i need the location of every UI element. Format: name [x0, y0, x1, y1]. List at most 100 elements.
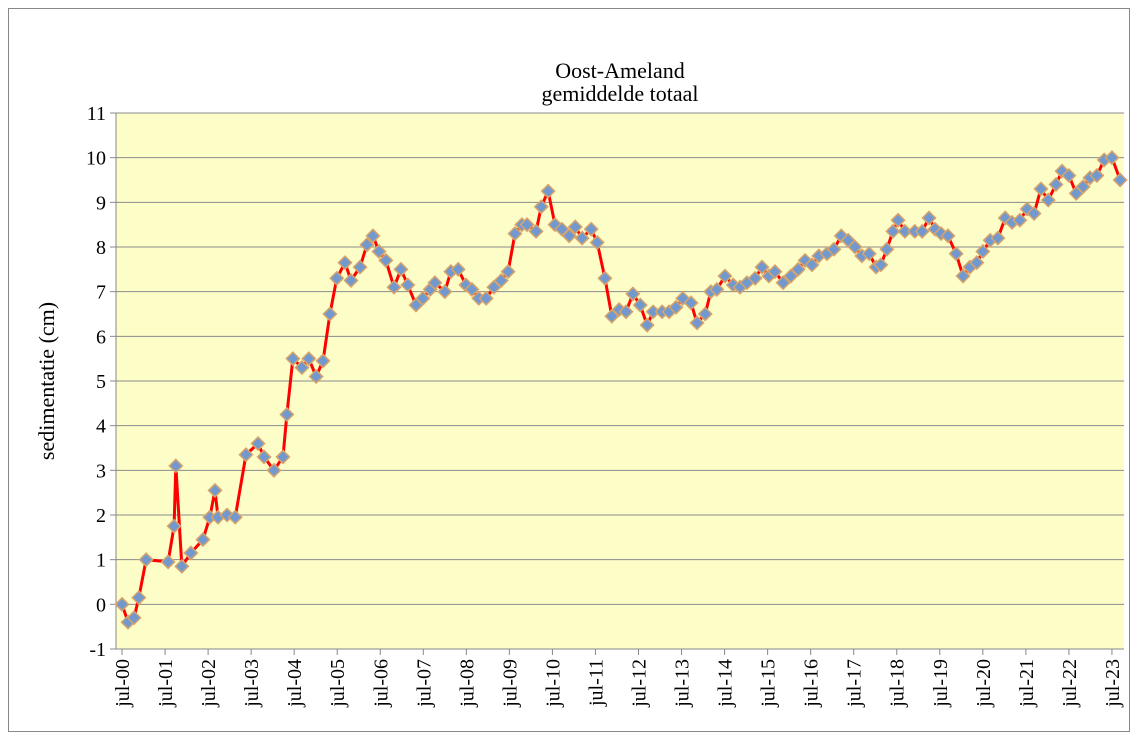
x-tick-label: jul-13 [672, 659, 694, 708]
grid [116, 112, 1124, 650]
x-tick-label: jul-14 [715, 659, 737, 708]
data-point [879, 241, 895, 257]
data-point [747, 270, 763, 286]
x-tick-label: jul-03 [241, 659, 263, 708]
x-tick-label: jul-07 [413, 659, 435, 708]
data-point [597, 270, 613, 286]
data-point [583, 221, 599, 237]
data-point [464, 281, 480, 297]
x-tick-label: jul-19 [930, 659, 952, 708]
data-point [275, 449, 291, 465]
data-point [955, 268, 971, 284]
data-point [207, 482, 223, 498]
data-point [969, 255, 985, 271]
data-point [301, 351, 317, 367]
y-axis-label: sedimentatie (cm) [34, 302, 59, 460]
data-point [343, 272, 359, 289]
data-point [861, 246, 877, 262]
data-point [914, 223, 930, 239]
y-tick-label: 0 [96, 594, 106, 616]
x-tick-label: jul-21 [1016, 659, 1038, 708]
data-point [574, 230, 590, 246]
data-point [873, 257, 889, 273]
data-point [940, 228, 956, 244]
data-point [371, 243, 387, 260]
data-point [427, 275, 443, 291]
data-point [1019, 201, 1035, 217]
data-point [160, 554, 176, 570]
data-point [227, 509, 243, 525]
data-point [683, 295, 699, 311]
y-tick-label: 5 [96, 371, 106, 393]
data-point [697, 306, 713, 322]
data-point [709, 281, 725, 297]
x-tick-label: jul-23 [1102, 659, 1124, 708]
data-point [279, 406, 295, 423]
data-point [1033, 181, 1049, 197]
x-tick-label: jul-01 [155, 659, 177, 708]
y-tick-label: 10 [86, 148, 106, 170]
y-tick-label: 1 [96, 550, 106, 572]
data-point [1040, 192, 1056, 208]
data-point [138, 552, 154, 568]
data-point [797, 252, 813, 268]
data-point [365, 228, 381, 244]
data-point [400, 277, 416, 293]
data-point [195, 532, 211, 548]
data-point [437, 284, 453, 300]
data-point [386, 279, 402, 295]
data-point [183, 545, 199, 561]
data-point [990, 230, 1006, 246]
data-point [589, 234, 605, 251]
x-tick-label: jul-12 [629, 659, 651, 708]
data-point [567, 219, 583, 235]
data-point [668, 299, 684, 315]
data-point [126, 610, 142, 626]
data-point [415, 290, 431, 306]
data-point [266, 462, 282, 478]
y-tick-label: 2 [96, 505, 106, 527]
data-point [561, 228, 577, 244]
data-point [1026, 205, 1042, 222]
data-point [378, 252, 394, 268]
data-point [478, 290, 494, 306]
y-tick-label: -1 [89, 639, 106, 661]
data-point [114, 596, 130, 612]
data-point [897, 223, 913, 239]
data-point [285, 351, 301, 367]
x-tick-label: jul-20 [973, 659, 995, 708]
data-point [500, 264, 516, 280]
data-point [322, 306, 338, 322]
data-point [717, 268, 733, 284]
data-point [1012, 212, 1028, 228]
data-point [493, 272, 509, 289]
y-tick-label: 6 [96, 326, 106, 348]
x-tick-label: jul-17 [844, 659, 866, 708]
data-point [1075, 179, 1091, 195]
x-tick-label: jul-18 [887, 659, 909, 708]
data-point [618, 304, 634, 320]
y-tick-label: 9 [96, 192, 106, 214]
data-point [689, 315, 705, 331]
data-point [885, 223, 901, 239]
x-tick-label: jul-02 [198, 659, 220, 708]
data-point [238, 447, 254, 463]
data-point [826, 241, 842, 257]
data-point [1048, 176, 1064, 193]
data-point [775, 275, 791, 291]
y-tick-label: 11 [87, 103, 106, 125]
data-point [1089, 167, 1105, 184]
chart-title: Oost-Ameland [555, 58, 685, 83]
y-tick-label: 7 [96, 282, 106, 304]
data-point [847, 239, 863, 255]
data-point [890, 212, 906, 228]
x-tick-label: jul-09 [499, 659, 521, 708]
y-tick-label: 3 [96, 460, 106, 482]
data-point [256, 449, 272, 465]
x-tick-label: jul-05 [327, 659, 349, 708]
x-tick-label: jul-11 [585, 659, 607, 707]
data-point [166, 518, 182, 534]
data-point [174, 558, 190, 574]
y-tick-label: 8 [96, 237, 106, 259]
x-tick-label: jul-16 [801, 659, 823, 708]
